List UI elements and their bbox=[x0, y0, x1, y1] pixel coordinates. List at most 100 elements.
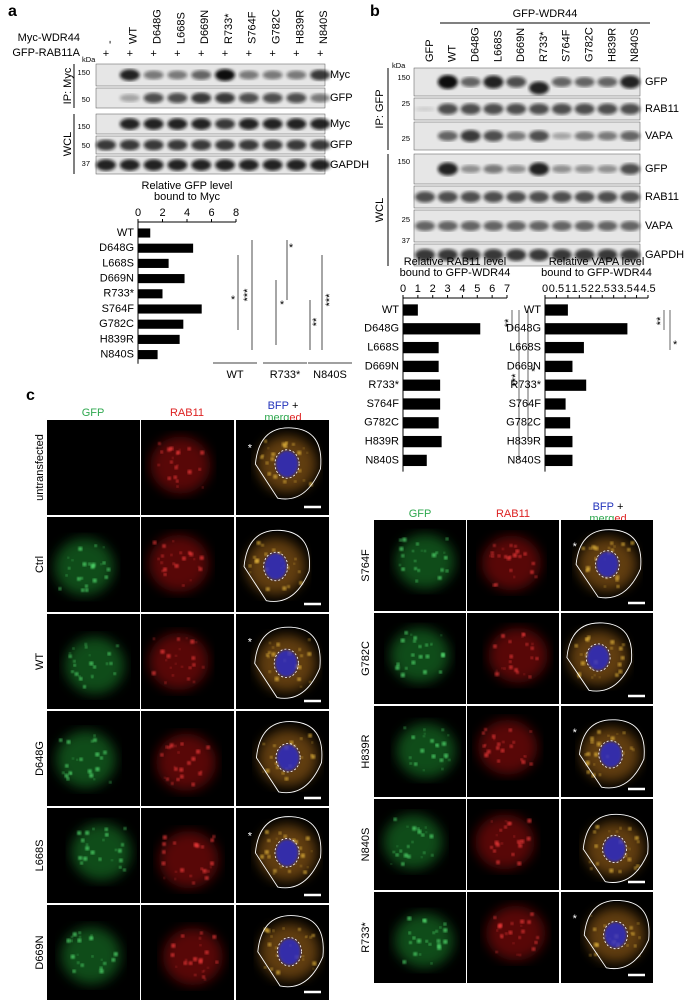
blot-band bbox=[415, 221, 435, 231]
speckle bbox=[201, 845, 205, 849]
blot-band bbox=[191, 159, 212, 171]
bar bbox=[138, 304, 202, 314]
nucleus bbox=[596, 551, 619, 578]
micrograph bbox=[236, 614, 329, 709]
speckle bbox=[113, 672, 117, 675]
lane-label: R733* bbox=[538, 31, 550, 62]
speckle bbox=[166, 654, 171, 659]
speckle bbox=[310, 754, 316, 759]
speckle bbox=[275, 946, 278, 950]
speckle bbox=[495, 746, 500, 750]
speckle bbox=[274, 676, 280, 682]
speckle bbox=[191, 782, 195, 787]
speckle bbox=[509, 744, 513, 748]
speckle bbox=[275, 838, 278, 840]
speckle bbox=[271, 652, 276, 657]
speckle bbox=[496, 742, 501, 747]
speckle bbox=[509, 568, 513, 572]
speckle bbox=[406, 825, 409, 828]
speckle bbox=[589, 953, 592, 957]
blot-band bbox=[215, 118, 235, 130]
speckle bbox=[89, 661, 94, 666]
blot-band bbox=[215, 92, 235, 104]
x-tick-label: 1 bbox=[415, 283, 421, 295]
band-label: Myc bbox=[330, 118, 351, 130]
speckle bbox=[531, 561, 536, 566]
speckle bbox=[526, 836, 531, 841]
bar bbox=[403, 379, 441, 391]
band-label: GFP bbox=[645, 163, 668, 175]
speckle bbox=[109, 781, 112, 784]
speckle bbox=[492, 849, 497, 853]
row-label: R733* bbox=[360, 921, 372, 952]
speckle bbox=[116, 644, 119, 648]
speckle bbox=[93, 778, 96, 781]
speckle bbox=[272, 548, 276, 552]
blot-band bbox=[437, 131, 458, 141]
speckle bbox=[403, 853, 409, 858]
speckle bbox=[198, 565, 200, 568]
panel-label: c bbox=[26, 387, 35, 404]
speckle bbox=[529, 762, 533, 766]
speckle bbox=[264, 552, 268, 556]
wcl-label: WCL bbox=[374, 198, 386, 222]
speckle bbox=[437, 575, 442, 580]
nucleus-outline bbox=[602, 834, 627, 864]
plus-text: + bbox=[617, 501, 623, 513]
ip-label: IP: GFP bbox=[374, 89, 386, 128]
speckle bbox=[501, 634, 506, 638]
micrograph bbox=[47, 614, 140, 709]
y-tick-label: D669N bbox=[507, 360, 541, 372]
nucleus bbox=[603, 836, 626, 862]
blot-band bbox=[574, 165, 595, 173]
speckle bbox=[70, 939, 73, 943]
speckle bbox=[308, 733, 313, 738]
speckle bbox=[178, 448, 181, 451]
blot-band bbox=[460, 249, 481, 261]
asterisk: * bbox=[573, 541, 578, 553]
micrograph bbox=[141, 614, 234, 709]
speckle bbox=[590, 736, 594, 741]
bar bbox=[403, 435, 442, 448]
speckle bbox=[417, 827, 420, 831]
speckle bbox=[439, 926, 442, 929]
speckle bbox=[267, 855, 271, 859]
speckle bbox=[447, 734, 450, 737]
blot-band bbox=[238, 92, 259, 104]
speckle bbox=[103, 961, 107, 965]
speckle bbox=[610, 640, 615, 645]
x-tick-label: 1 bbox=[565, 283, 571, 295]
speckle bbox=[199, 555, 204, 560]
y-tick-label: N840S bbox=[365, 454, 399, 466]
micrograph bbox=[374, 520, 466, 611]
blot-band bbox=[460, 103, 481, 115]
speckle bbox=[76, 953, 79, 956]
speckle bbox=[279, 865, 283, 868]
speckle bbox=[493, 737, 496, 740]
speckle bbox=[312, 961, 317, 966]
blot-band bbox=[551, 103, 572, 115]
speckle bbox=[617, 662, 622, 667]
speckle bbox=[78, 676, 83, 681]
significance: *** bbox=[242, 288, 254, 302]
speckle bbox=[100, 563, 103, 566]
speckle bbox=[169, 743, 174, 748]
speckle bbox=[271, 452, 276, 457]
micrograph bbox=[374, 892, 466, 983]
speckle bbox=[502, 740, 505, 744]
speckle bbox=[174, 878, 177, 880]
speckle bbox=[513, 835, 516, 838]
nucleus bbox=[278, 938, 301, 966]
blot-band bbox=[551, 221, 572, 231]
bar bbox=[138, 274, 185, 284]
speckle bbox=[91, 674, 94, 678]
speckle bbox=[413, 952, 418, 956]
speckle bbox=[179, 551, 183, 555]
bar bbox=[403, 417, 439, 429]
speckle bbox=[72, 647, 75, 650]
blot-band bbox=[143, 159, 164, 171]
speckle bbox=[423, 735, 425, 738]
row-label: untransfected bbox=[34, 434, 46, 501]
speckle bbox=[283, 444, 288, 449]
speckle bbox=[190, 639, 195, 644]
